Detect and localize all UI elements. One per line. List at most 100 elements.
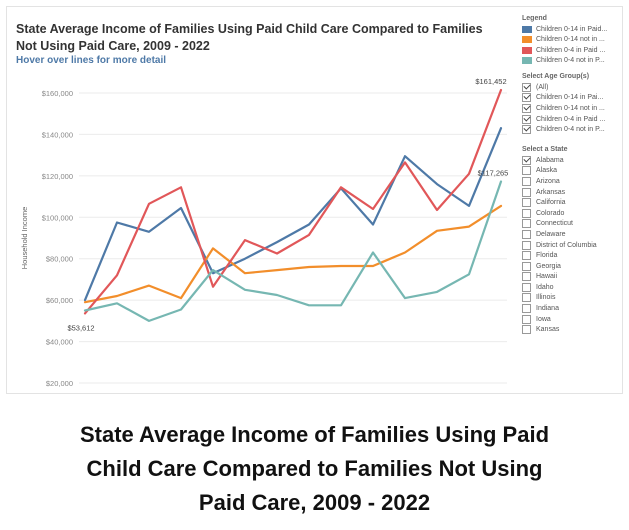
age-group-checkbox[interactable] xyxy=(522,93,531,103)
series-line-children-0-14-not-in xyxy=(83,204,503,304)
data-label: $161,452 xyxy=(475,77,506,86)
legend-swatch xyxy=(522,57,532,65)
legend-item[interactable]: Children 0-14 not in ... xyxy=(522,35,627,46)
figure-caption: State Average Income of Families Using P… xyxy=(0,418,629,520)
state-option-label: California xyxy=(536,199,566,207)
legend-item[interactable]: Children 0-4 not in P... xyxy=(522,56,627,67)
age-group-option-children-0-14-not-in[interactable]: Children 0-14 not in ... xyxy=(522,103,627,114)
legend-label: Children 0-14 not in ... xyxy=(536,36,605,44)
y-tick-label: $160,000 xyxy=(42,89,73,98)
state-option-california[interactable]: California xyxy=(522,197,627,208)
state-option-label: Florida xyxy=(536,252,558,260)
hover-hint: Hover over lines for more detail xyxy=(16,55,167,66)
legend-label: Children 0-14 in Paid... xyxy=(536,25,608,33)
state-option-florida[interactable]: Florida xyxy=(522,250,627,261)
state-option-label: Indiana xyxy=(536,305,559,313)
state-checkbox[interactable] xyxy=(522,229,531,239)
legend-swatch xyxy=(522,36,532,44)
caption-line: Child Care Compared to Families Not Usin… xyxy=(86,456,543,481)
state-checkbox[interactable] xyxy=(522,272,531,282)
state-option-label: Delaware xyxy=(536,230,566,238)
state-checkbox[interactable] xyxy=(522,251,531,261)
state-checkbox[interactable] xyxy=(522,219,531,229)
legend-label: Children 0-4 not in P... xyxy=(536,57,605,65)
age-group-option-children-0-14-in-pai[interactable]: Children 0-14 in Pai... xyxy=(522,93,627,104)
state-option-label: Kansas xyxy=(536,326,560,334)
state-checkbox[interactable] xyxy=(522,155,531,165)
data-label: $53,612 xyxy=(67,323,94,332)
y-tick-label: $60,000 xyxy=(46,296,73,305)
data-label: $117,265 xyxy=(478,169,509,178)
y-tick-label: $20,000 xyxy=(46,379,73,388)
age-group-checkbox[interactable] xyxy=(522,114,531,124)
caption-line: Paid Care, 2009 - 2022 xyxy=(198,490,431,515)
state-option-district-of-columbia[interactable]: District of Columbia xyxy=(522,240,627,251)
state-option-connecticut[interactable]: Connecticut xyxy=(522,219,627,230)
age-group-option-label: Children 0-14 in Pai... xyxy=(536,94,604,102)
state-option-alaska[interactable]: Alaska xyxy=(522,166,627,177)
state-option-label: Georgia xyxy=(536,262,561,270)
state-option-kansas[interactable]: Kansas xyxy=(522,324,627,335)
state-option-label: Hawaii xyxy=(536,273,558,281)
y-axis-label: Household Income xyxy=(20,207,29,270)
state-option-delaware[interactable]: Delaware xyxy=(522,229,627,240)
age-group-checkbox[interactable] xyxy=(522,125,531,135)
caption-line: State Average Income of Families Using P… xyxy=(79,422,550,447)
state-checkbox[interactable] xyxy=(522,187,531,197)
chart-title: State Average Income of Families Using P… xyxy=(16,22,483,53)
legend-swatch xyxy=(522,25,532,33)
state-checkbox[interactable] xyxy=(522,261,531,271)
y-tick-label: $140,000 xyxy=(42,130,73,139)
legend-item[interactable]: Children 0-14 in Paid... xyxy=(522,24,627,35)
state-option-hawaii[interactable]: Hawaii xyxy=(522,272,627,283)
age-group-option-label: Children 0-14 not in ... xyxy=(536,104,605,112)
y-tick-label: $100,000 xyxy=(42,213,73,222)
age-filter-heading: Select Age Group(s) xyxy=(522,73,590,80)
state-option-label: Alabama xyxy=(536,156,564,164)
age-group-option-children-0-4-in-paid[interactable]: Children 0-4 in Paid ... xyxy=(522,114,627,125)
y-tick-label: $40,000 xyxy=(46,338,73,347)
state-filter: Alabama Alaska Arizona Arkansas California Co… xyxy=(522,155,627,335)
state-option-iowa[interactable]: Iowa xyxy=(522,314,627,325)
state-filter-heading: Select a State xyxy=(522,145,568,153)
legend-heading: Legend xyxy=(522,15,547,22)
legend-item[interactable]: Children 0-4 in Paid ... xyxy=(522,45,627,56)
side-panel: Legend Children 0-14 in Paid... Children … xyxy=(522,15,627,335)
age-group-option-children-0-4-not-in-p[interactable]: Children 0-4 not in P... xyxy=(522,124,627,135)
state-option-label: Connecticut xyxy=(536,220,573,228)
state-option-georgia[interactable]: Georgia xyxy=(522,261,627,272)
state-option-arkansas[interactable]: Arkansas xyxy=(522,187,627,198)
state-option-indiana[interactable]: Indiana xyxy=(522,303,627,314)
legend-swatch xyxy=(522,46,532,54)
state-checkbox[interactable] xyxy=(522,304,531,314)
age-group-checkbox[interactable] xyxy=(522,82,531,92)
state-option-label: Alaska xyxy=(536,167,558,175)
state-option-illinois[interactable]: Illinois xyxy=(522,293,627,304)
series-line-children-0-14-in-paid xyxy=(83,127,503,302)
age-group-filter: (All) Children 0-14 in Pai... Children 0-1… xyxy=(522,82,627,135)
state-checkbox[interactable] xyxy=(522,282,531,292)
state-checkbox[interactable] xyxy=(522,293,531,303)
state-checkbox[interactable] xyxy=(522,314,531,324)
series-line-children-0-4-in-paid xyxy=(83,88,503,315)
state-checkbox[interactable] xyxy=(522,166,531,176)
age-group-option-all[interactable]: (All) xyxy=(522,82,627,93)
state-checkbox[interactable] xyxy=(522,208,531,218)
y-tick-label: $80,000 xyxy=(46,255,73,264)
y-tick-label: $120,000 xyxy=(42,172,73,181)
age-group-checkbox[interactable] xyxy=(522,103,531,113)
state-option-alabama[interactable]: Alabama xyxy=(522,155,627,166)
state-option-arizona[interactable]: Arizona xyxy=(522,176,627,187)
state-option-idaho[interactable]: Idaho xyxy=(522,282,627,293)
state-option-label: Arizona xyxy=(536,177,560,185)
state-option-label: Idaho xyxy=(536,283,554,291)
age-group-option-label: (All) xyxy=(536,83,549,91)
state-checkbox[interactable] xyxy=(522,325,531,335)
age-group-option-label: Children 0-4 in Paid ... xyxy=(536,115,606,123)
state-checkbox[interactable] xyxy=(522,240,531,250)
series-line-children-0-4-not-in-p xyxy=(83,180,503,322)
state-checkbox[interactable] xyxy=(522,198,531,208)
state-option-colorado[interactable]: Colorado xyxy=(522,208,627,219)
dashboard: State Average Income of Families Using P… xyxy=(6,6,623,394)
state-checkbox[interactable] xyxy=(522,176,531,186)
